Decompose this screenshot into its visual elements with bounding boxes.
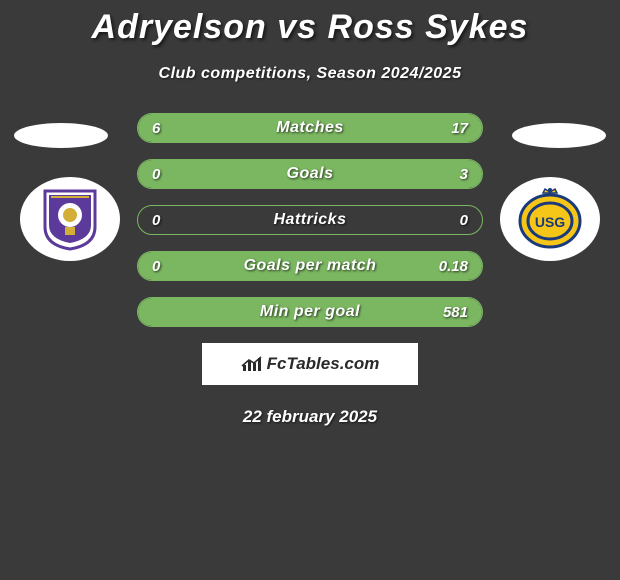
date-text: 22 february 2025 (0, 407, 620, 427)
chart-icon (241, 355, 263, 373)
stat-label: Goals per match (138, 252, 482, 280)
stat-bar: 00Hattricks (137, 205, 483, 235)
stat-label: Hattricks (138, 206, 482, 234)
stat-bar: 03Goals (137, 159, 483, 189)
page-title: Adryelson vs Ross Sykes (0, 0, 620, 47)
player-right-ellipse (512, 123, 606, 148)
stat-label: Min per goal (138, 298, 482, 326)
club-logo-right: USG (500, 177, 600, 261)
stat-bar: 581Min per goal (137, 297, 483, 327)
subtitle: Club competitions, Season 2024/2025 (0, 65, 620, 83)
comparison-panel: USG 617Matches 03Goals 00Hattricks 00.18Goa… (0, 113, 620, 427)
svg-text:USG: USG (535, 214, 565, 230)
club-logo-left (20, 177, 120, 261)
brand-box: FcTables.com (202, 343, 418, 385)
union-sg-crest-icon: USG (515, 187, 585, 251)
stat-label: Goals (138, 160, 482, 188)
anderlecht-crest-icon (35, 187, 105, 251)
stat-label: Matches (138, 114, 482, 142)
stat-bar: 617Matches (137, 113, 483, 143)
brand-text: FcTables.com (267, 354, 380, 374)
stat-bars: 617Matches 03Goals 00Hattricks 00.18Goals p… (137, 113, 483, 327)
stat-bar: 00.18Goals per match (137, 251, 483, 281)
player-left-ellipse (14, 123, 108, 148)
